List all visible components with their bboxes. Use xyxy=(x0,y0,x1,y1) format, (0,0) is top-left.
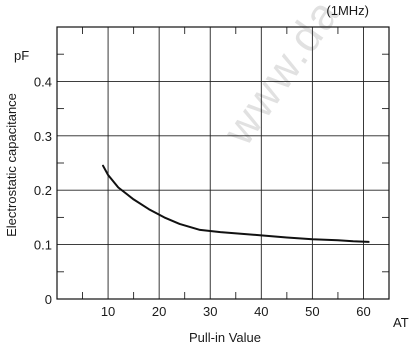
x-axis-title: Pull-in Value xyxy=(189,330,261,345)
y-tick-label-0.4: 0.4 xyxy=(34,74,52,89)
y-tick-label-0.3: 0.3 xyxy=(34,129,52,144)
x-tick-label-40: 40 xyxy=(254,304,268,319)
x-tick-label-20: 20 xyxy=(152,304,166,319)
text-layer: (1MHz) pF AT Pull-in Value Electrostatic… xyxy=(4,3,409,345)
grid-layer xyxy=(57,27,389,299)
y-axis-title: Electrostatic capacitance xyxy=(4,93,19,237)
frequency-annotation: (1MHz) xyxy=(326,3,369,18)
watermark-text: www.da xyxy=(213,0,349,155)
x-axis-unit: AT xyxy=(393,315,409,330)
x-tick-label-50: 50 xyxy=(305,304,319,319)
x-tick-label-60: 60 xyxy=(356,304,370,319)
y-tick-label-0.1: 0.1 xyxy=(34,238,52,253)
plot-frame-layer xyxy=(56,26,390,300)
series-layer xyxy=(102,164,370,243)
watermark-layer: www.da xyxy=(213,0,349,155)
series-line-0 xyxy=(102,164,370,243)
plot-frame xyxy=(56,26,390,300)
x-tick-label-30: 30 xyxy=(203,304,217,319)
y-tick-label-0.2: 0.2 xyxy=(34,183,52,198)
y-tick-label-0: 0 xyxy=(45,292,52,307)
x-tick-label-10: 10 xyxy=(101,304,115,319)
y-axis-unit: pF xyxy=(14,48,29,63)
